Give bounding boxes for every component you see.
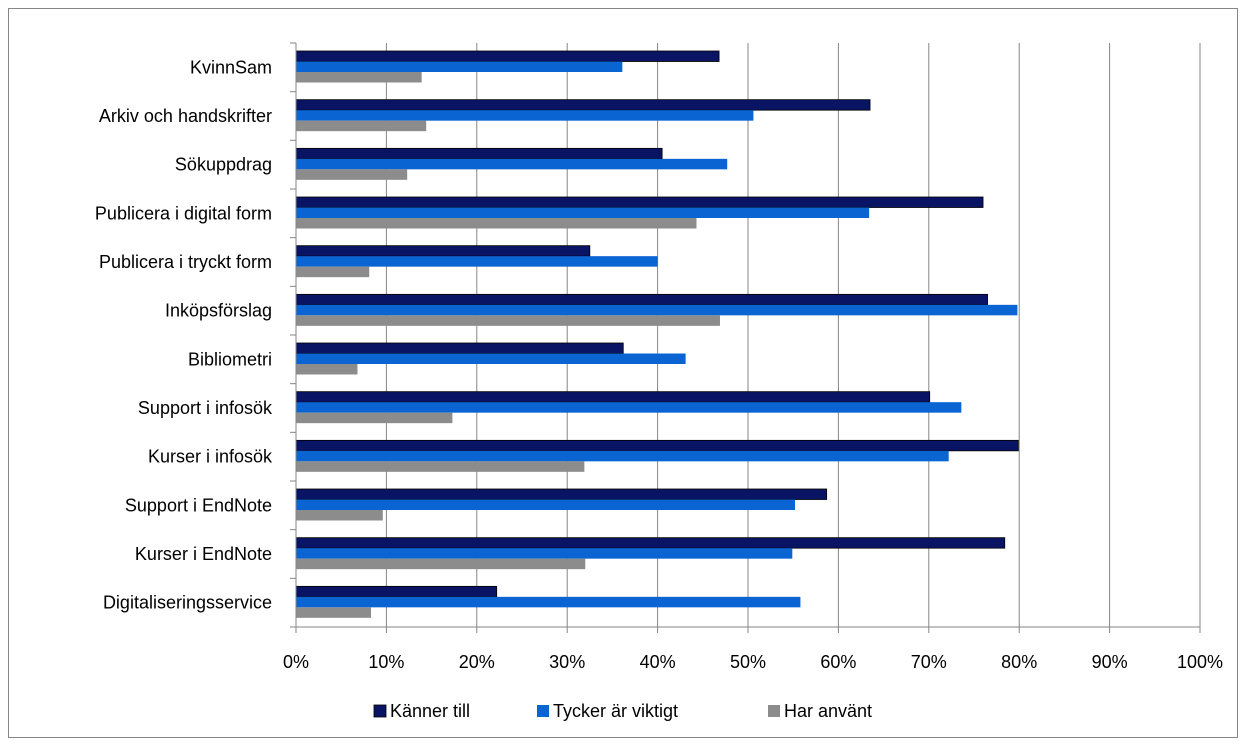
legend-label: Känner till xyxy=(390,701,470,721)
bar-3 xyxy=(296,510,383,521)
bar-1 xyxy=(295,439,1019,452)
bar-1 xyxy=(295,585,498,598)
bar-3 xyxy=(296,558,586,570)
bar-2 xyxy=(296,402,962,413)
category-label: Digitaliseringsservice xyxy=(103,593,272,613)
bar-1 xyxy=(295,196,984,208)
bar-2 xyxy=(296,499,796,510)
category-label: Arkiv och handskrifter xyxy=(99,106,272,126)
x-tick-label: 100% xyxy=(1177,652,1223,672)
bar-1 xyxy=(295,537,1006,549)
bar-3 xyxy=(296,218,697,229)
x-tick-label: 80% xyxy=(1001,652,1037,672)
bar-1 xyxy=(295,50,720,62)
bar-3 xyxy=(296,120,427,132)
x-tick-label: 40% xyxy=(640,652,676,672)
bar-2 xyxy=(296,353,686,364)
bar-2 xyxy=(296,450,949,462)
legend-swatch xyxy=(537,705,549,717)
bar-2 xyxy=(296,61,623,72)
bar-1 xyxy=(295,488,828,500)
bar-3 xyxy=(296,72,422,83)
x-tick-label: 70% xyxy=(911,652,947,672)
x-tick-label: 60% xyxy=(820,652,856,672)
legend-swatch xyxy=(373,704,387,718)
bar-3 xyxy=(296,607,372,618)
bar-3 xyxy=(296,169,408,180)
category-label: Inköpsförslag xyxy=(165,301,272,321)
x-tick-label: 10% xyxy=(368,652,404,672)
bar-1 xyxy=(295,342,624,354)
legend-label: Tycker är viktigt xyxy=(553,701,678,721)
x-tick-label: 30% xyxy=(549,652,585,672)
category-label: Support i EndNote xyxy=(125,495,272,515)
bar-3 xyxy=(296,266,370,278)
bar-1 xyxy=(295,245,591,257)
category-label: Kurser i infosök xyxy=(148,447,273,467)
bar-2 xyxy=(296,256,658,267)
bar-3 xyxy=(296,315,720,326)
category-label: Bibliometri xyxy=(188,349,272,369)
x-tick-label: 50% xyxy=(730,652,766,672)
x-tick-label: 20% xyxy=(459,652,495,672)
bar-1 xyxy=(295,147,663,160)
bar-2 xyxy=(296,304,1018,316)
category-label: Publicera i digital form xyxy=(95,203,272,223)
bar-3 xyxy=(296,364,358,375)
x-tick-label: 0% xyxy=(283,652,309,672)
legend-swatch xyxy=(768,705,780,717)
bar-2 xyxy=(296,596,801,608)
bar-1 xyxy=(295,99,871,111)
bar-3 xyxy=(296,412,453,424)
category-label: KvinnSam xyxy=(190,57,272,77)
bar-2 xyxy=(296,548,793,559)
bar-3 xyxy=(296,461,585,472)
x-tick-label: 90% xyxy=(1092,652,1128,672)
category-label: Sökuppdrag xyxy=(175,155,272,175)
bar-1 xyxy=(295,391,931,403)
bar-2 xyxy=(296,158,728,170)
legend-label: Har använt xyxy=(784,701,872,721)
category-label: Kurser i EndNote xyxy=(135,544,272,564)
category-label: Publicera i tryckt form xyxy=(99,252,272,272)
category-label: Support i infosök xyxy=(138,398,273,418)
chart-frame xyxy=(8,8,1238,738)
bar-2 xyxy=(296,207,870,218)
bar-2 xyxy=(296,110,754,121)
bar-1 xyxy=(295,293,988,306)
